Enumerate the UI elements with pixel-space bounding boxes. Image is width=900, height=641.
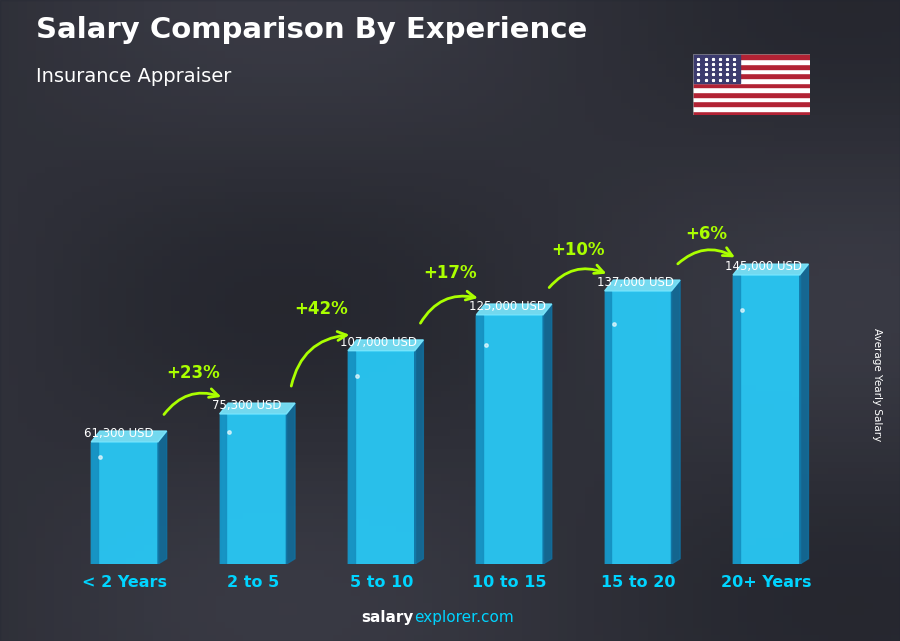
- Text: Average Yearly Salary: Average Yearly Salary: [872, 328, 883, 441]
- Bar: [693, 78, 810, 83]
- Text: 61,300 USD: 61,300 USD: [84, 427, 153, 440]
- Bar: [693, 69, 810, 73]
- Bar: [605, 291, 671, 564]
- Bar: [693, 92, 810, 97]
- Polygon shape: [733, 264, 808, 275]
- Bar: [693, 87, 810, 92]
- Bar: [91, 442, 158, 564]
- Text: salary: salary: [362, 610, 414, 625]
- Bar: [693, 73, 810, 78]
- Polygon shape: [476, 304, 552, 315]
- Bar: [348, 351, 355, 564]
- Bar: [91, 442, 98, 564]
- Text: +17%: +17%: [423, 265, 477, 283]
- Text: 125,000 USD: 125,000 USD: [469, 300, 545, 313]
- Polygon shape: [415, 340, 423, 564]
- Bar: [476, 315, 483, 564]
- Polygon shape: [91, 431, 166, 442]
- Polygon shape: [220, 403, 295, 414]
- Bar: [605, 291, 611, 564]
- Bar: [693, 83, 810, 87]
- Polygon shape: [543, 304, 552, 564]
- Text: explorer.com: explorer.com: [414, 610, 514, 625]
- Bar: [733, 275, 740, 564]
- Text: 75,300 USD: 75,300 USD: [212, 399, 282, 412]
- Bar: [220, 414, 286, 564]
- Polygon shape: [800, 264, 808, 564]
- Bar: [693, 101, 810, 106]
- Text: +6%: +6%: [686, 224, 727, 242]
- Text: 137,000 USD: 137,000 USD: [597, 276, 674, 289]
- Polygon shape: [605, 280, 680, 291]
- Bar: [693, 97, 810, 101]
- Polygon shape: [671, 280, 680, 564]
- Text: +10%: +10%: [552, 240, 605, 258]
- Bar: [476, 315, 543, 564]
- Polygon shape: [286, 403, 295, 564]
- Bar: [733, 275, 800, 564]
- Text: 145,000 USD: 145,000 USD: [725, 260, 802, 273]
- Polygon shape: [348, 340, 423, 351]
- Polygon shape: [158, 431, 166, 564]
- Bar: [693, 106, 810, 111]
- Text: Salary Comparison By Experience: Salary Comparison By Experience: [36, 16, 587, 44]
- Bar: [693, 54, 740, 83]
- Text: +42%: +42%: [294, 301, 348, 319]
- Bar: [220, 414, 226, 564]
- Bar: [693, 59, 810, 64]
- Text: +23%: +23%: [166, 363, 220, 381]
- Bar: [693, 111, 810, 115]
- Text: 107,000 USD: 107,000 USD: [340, 336, 418, 349]
- Bar: [693, 64, 810, 69]
- Bar: [693, 54, 810, 59]
- Text: Insurance Appraiser: Insurance Appraiser: [36, 67, 231, 87]
- Bar: [348, 351, 415, 564]
